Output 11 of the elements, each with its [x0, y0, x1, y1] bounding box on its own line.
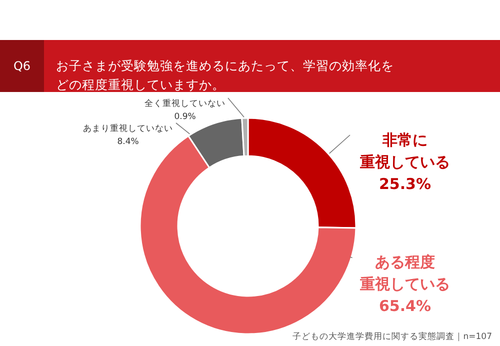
slice-label: 全く重視していない — [144, 98, 226, 109]
data-label: 65.4% — [378, 297, 432, 315]
data-label: 25.3% — [378, 175, 432, 193]
slice-label: あまり重視していない — [83, 123, 173, 134]
slice-label: 非常に重視している — [359, 131, 450, 171]
data-label: 8.4% — [117, 137, 139, 147]
text: 子どもの大学進学費用に関する実態調査｜n=107 — [292, 331, 492, 342]
slice-label: ある程度重視している — [359, 253, 450, 293]
chart-title: お子さまが受験勉強を進めるにあたって、学習の効率化をどの程度重視していますか。 — [56, 58, 394, 92]
text: Q6 — [13, 59, 31, 73]
data-label: 0.9% — [174, 112, 196, 122]
